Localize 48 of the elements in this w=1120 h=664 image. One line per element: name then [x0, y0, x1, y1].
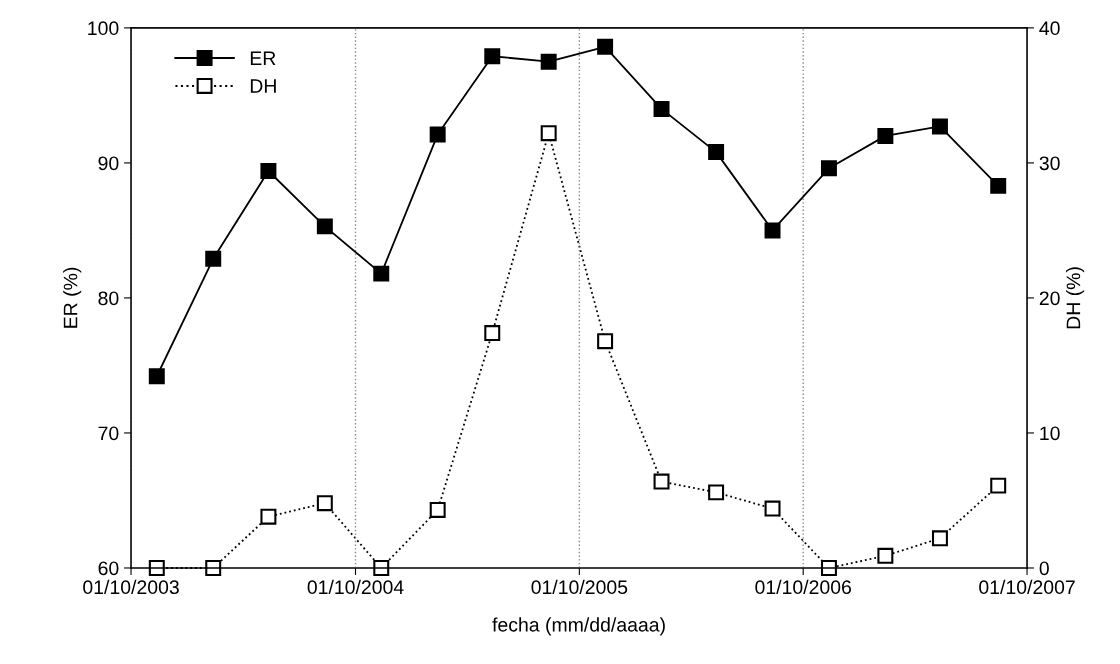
- point: [316, 218, 333, 235]
- y-tick-label: 70: [98, 426, 119, 441]
- point: [429, 501, 446, 518]
- point: [540, 125, 557, 142]
- point: [484, 48, 501, 65]
- y2-tick-label: 30: [1039, 156, 1060, 171]
- point: [990, 477, 1007, 494]
- y-tick-label: 80: [98, 291, 119, 306]
- x-tick-label: 01/10/2006: [755, 579, 851, 595]
- point: [597, 333, 614, 350]
- point: [429, 126, 446, 143]
- x-axis-title: fecha (mm/dd/aaaa): [492, 617, 665, 636]
- point: [708, 484, 725, 501]
- x-tick-label: 01/10/2007: [979, 579, 1075, 595]
- y-axis-title: ER (%): [63, 267, 82, 328]
- x-tick-label: 01/10/2005: [531, 579, 628, 595]
- point: [540, 53, 557, 70]
- point: [653, 100, 670, 117]
- x-tick-label: 01/10/2004: [307, 579, 404, 595]
- legend-label: DH: [250, 79, 276, 93]
- point: [597, 38, 614, 55]
- point: [373, 265, 390, 282]
- point: [931, 118, 948, 135]
- y2-tick-label: 40: [1039, 21, 1060, 36]
- y-tick-label: 100: [88, 21, 119, 36]
- point: [877, 547, 894, 564]
- y2-axis-title: DH (%): [1066, 267, 1085, 329]
- point: [990, 177, 1007, 194]
- point: [708, 144, 725, 161]
- y2-tick-label: 0: [1039, 561, 1049, 576]
- point: [148, 368, 165, 385]
- point: [316, 495, 333, 512]
- point: [931, 530, 948, 547]
- point: [205, 250, 222, 267]
- point: [260, 163, 277, 179]
- y-tick-label: 60: [98, 561, 119, 576]
- x-tick-label: 01/10/2003: [83, 579, 179, 595]
- point: [484, 325, 501, 342]
- point: [820, 160, 837, 177]
- legend-label: ER: [250, 51, 276, 65]
- y-tick-label: 90: [98, 156, 119, 171]
- y2-tick-label: 20: [1039, 291, 1060, 306]
- point: [260, 508, 277, 525]
- y2-tick-label: 10: [1040, 426, 1060, 441]
- point: [764, 222, 781, 239]
- point: [653, 473, 670, 490]
- point: [764, 500, 781, 517]
- point: [877, 127, 894, 144]
